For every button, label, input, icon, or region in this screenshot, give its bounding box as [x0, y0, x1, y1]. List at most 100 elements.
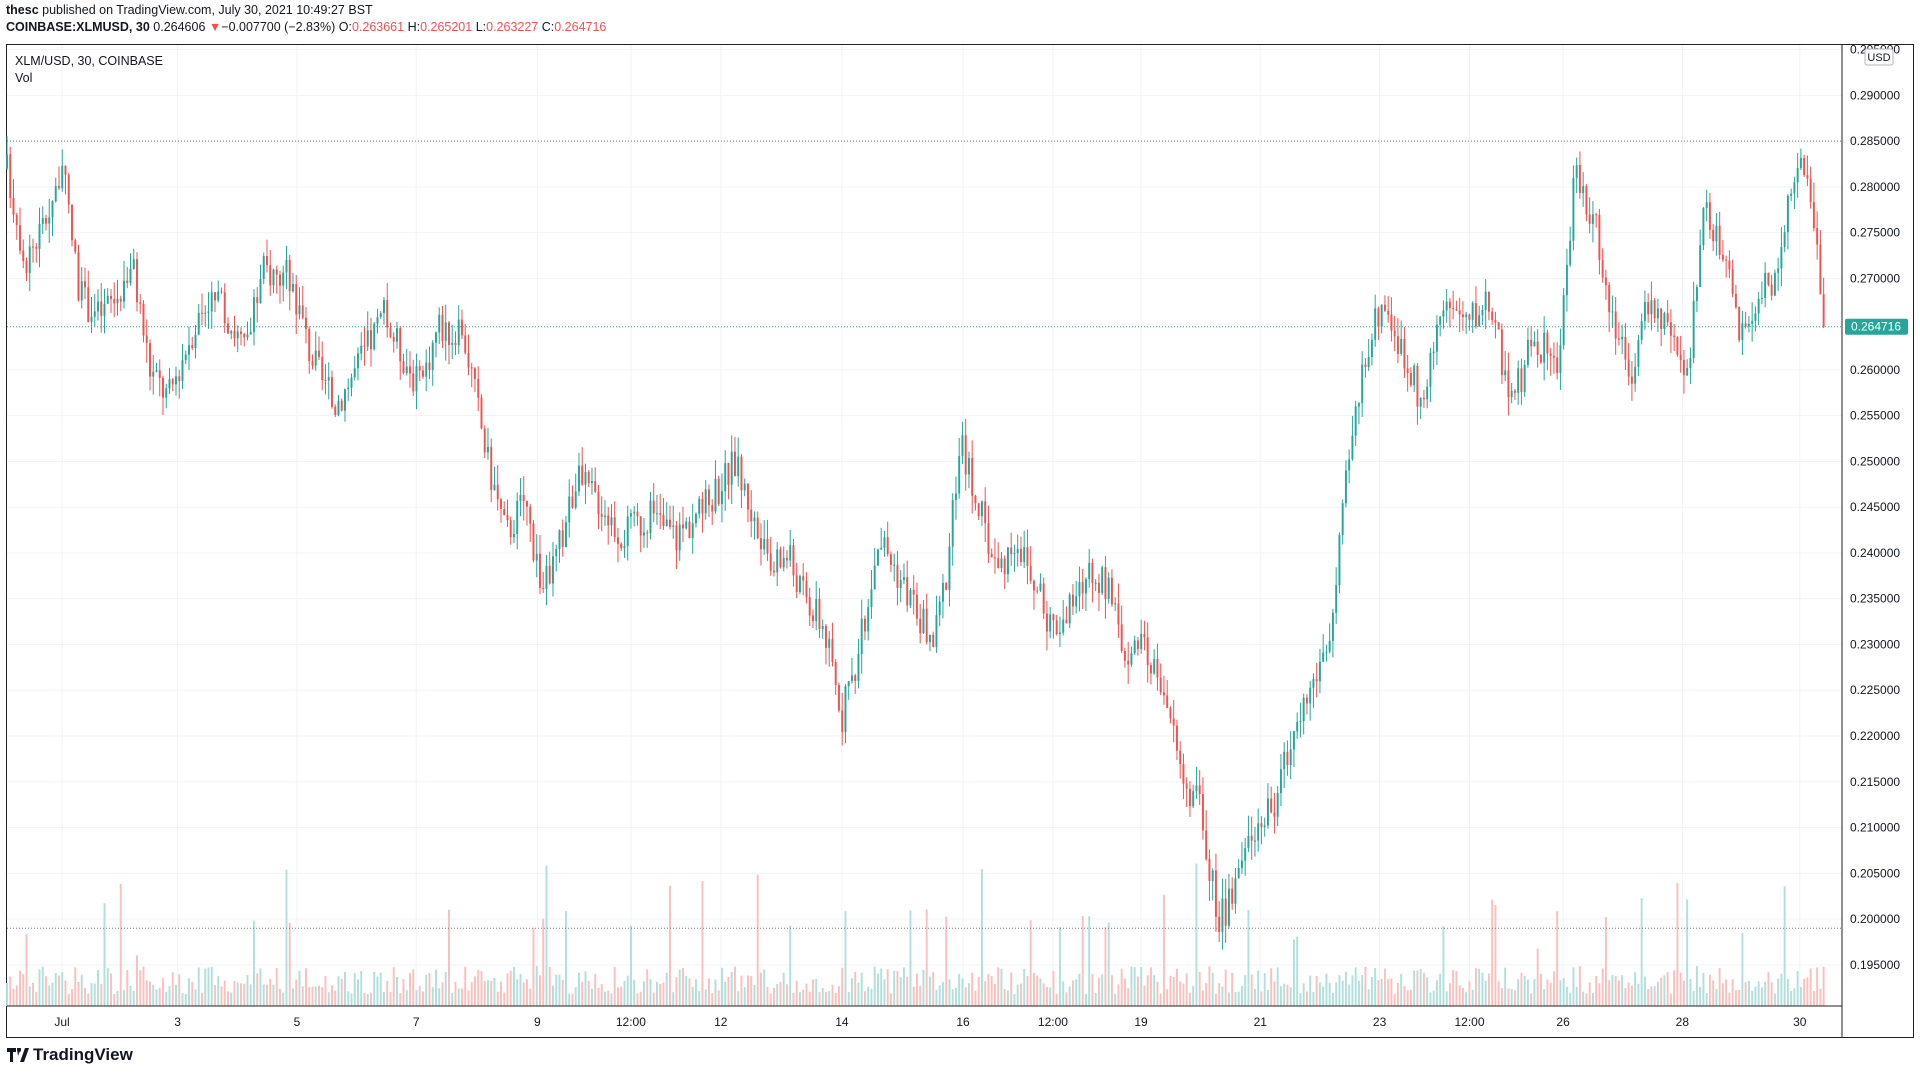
candle-body: [1335, 585, 1338, 613]
volume-bar: [1575, 986, 1578, 1006]
candle-body: [1182, 763, 1185, 784]
volume-bar: [1231, 972, 1234, 1006]
y-tick-label: 0.240000: [1850, 546, 1900, 560]
candle-body: [1348, 459, 1351, 471]
candle-body: [1786, 195, 1789, 233]
volume-bar: [642, 981, 645, 1006]
volume-bar: [720, 967, 723, 1006]
candle-body: [1422, 397, 1425, 400]
candle-body: [1465, 314, 1468, 317]
candle-body: [84, 281, 86, 288]
volume-bar: [1156, 981, 1159, 1006]
volume-bar: [1497, 981, 1500, 1006]
volume-bar: [1432, 990, 1435, 1006]
volume-bar: [1627, 982, 1630, 1006]
volume-bar: [1211, 972, 1214, 1006]
volume-bar: [1071, 980, 1074, 1006]
volume-bar: [893, 970, 896, 1006]
volume-bar: [311, 986, 314, 1006]
volume-bar: [54, 973, 57, 1006]
volume-bar: [587, 981, 590, 1006]
volume-bar: [152, 984, 155, 1006]
volume-bar: [136, 955, 138, 1006]
volume-bar: [1201, 990, 1204, 1006]
candle-body: [980, 501, 983, 517]
volume-bar: [1812, 991, 1815, 1006]
volume-bar: [1094, 992, 1097, 1006]
volume-bar: [285, 869, 288, 1006]
tradingview-logo[interactable]: TradingView: [7, 1045, 133, 1065]
candle-body: [353, 368, 356, 378]
candle-body: [1091, 562, 1094, 584]
candle-body: [1318, 661, 1321, 682]
candle-body: [675, 525, 678, 551]
volume-bar: [1136, 976, 1139, 1006]
volume-bar: [487, 980, 489, 1006]
volume-bar: [958, 973, 961, 1006]
volume-bar: [1383, 968, 1386, 1006]
candle-body: [626, 516, 629, 547]
volume-bar: [620, 986, 623, 1006]
volume-bar: [785, 984, 788, 1006]
volume-bar: [126, 969, 129, 1006]
candle-body: [1809, 178, 1812, 203]
volume-bar: [259, 968, 262, 1006]
candle-body: [519, 495, 522, 502]
candle-body: [834, 661, 837, 685]
volume-bar: [724, 981, 727, 1006]
candle-body: [1539, 354, 1542, 363]
volume-bar: [681, 968, 684, 1006]
candle-body: [811, 615, 814, 622]
volume-bar: [1491, 899, 1494, 1006]
volume-bar: [935, 989, 938, 1006]
volume-bar: [1523, 976, 1526, 1006]
candle-body: [1764, 272, 1767, 298]
volume-bar: [470, 982, 473, 1006]
volume-bar: [1143, 985, 1146, 1006]
change-value: −0.007700 (−2.83%): [221, 20, 336, 34]
candle-body: [1738, 307, 1741, 340]
candle-body: [1400, 338, 1403, 354]
candle-body: [1156, 659, 1159, 678]
candle-body: [402, 361, 405, 374]
candle-body: [938, 601, 941, 616]
volume-bar: [1354, 967, 1357, 1006]
volume-bar: [945, 916, 948, 1006]
volume-bar: [41, 966, 44, 1006]
candle-body: [763, 538, 766, 550]
candle-body: [1097, 582, 1100, 594]
volume-bar: [1406, 990, 1409, 1006]
volume-bar: [80, 974, 83, 1006]
volume-bar: [1292, 939, 1295, 1006]
volume-bar: [558, 974, 561, 1006]
candle-body: [487, 447, 489, 453]
volume-bar: [275, 968, 278, 1006]
candle-body: [655, 513, 658, 515]
volume-bar: [223, 980, 226, 1006]
candle-body: [48, 217, 51, 224]
candle-body: [347, 387, 350, 390]
volume-bar: [1335, 982, 1338, 1006]
volume-bar: [350, 993, 353, 1006]
candle-body: [642, 532, 645, 536]
candle-body: [525, 501, 528, 507]
volume-bar: [938, 985, 941, 1006]
candle-body: [753, 517, 756, 522]
candle-body: [1361, 364, 1364, 404]
candle-body: [90, 316, 93, 322]
volume-bar: [685, 975, 688, 1006]
volume-bar: [1283, 983, 1286, 1006]
volume-bar: [1569, 992, 1572, 1006]
candle-body: [1686, 368, 1689, 376]
volume-bar: [1741, 933, 1744, 1006]
volume-bar: [233, 980, 236, 1006]
volume-bar: [207, 967, 210, 1006]
candle-body: [509, 520, 512, 538]
volume-bar: [1114, 993, 1117, 1006]
volume-bar: [1692, 991, 1695, 1006]
volume-bar: [145, 980, 148, 1006]
candle-body: [428, 362, 431, 370]
candle-body: [672, 525, 675, 527]
chart-frame[interactable]: [6, 44, 1914, 1038]
